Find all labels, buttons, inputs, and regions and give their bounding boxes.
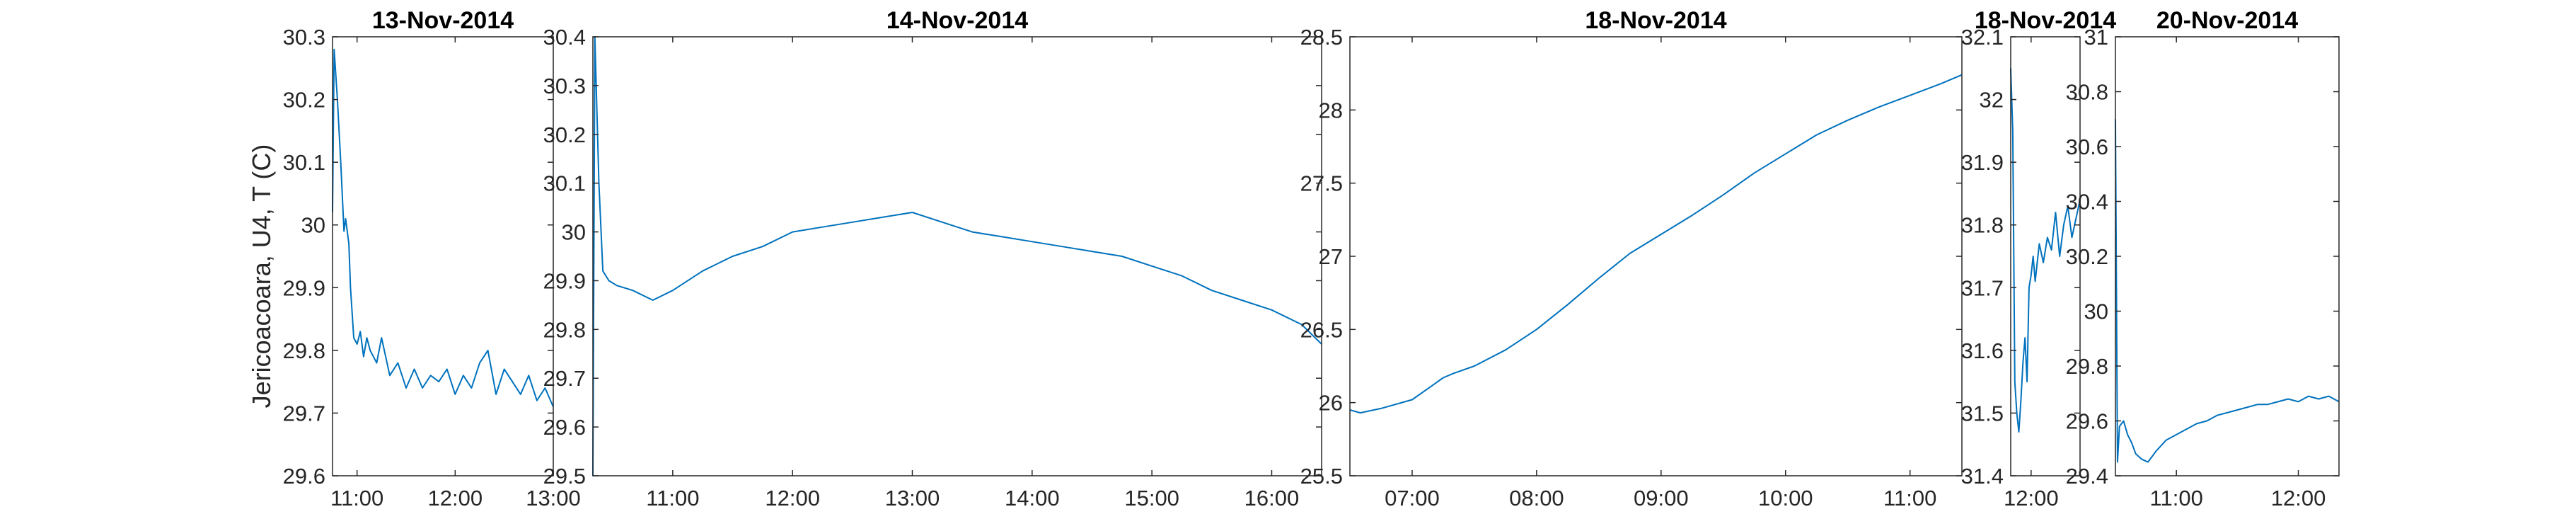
temperature-line bbox=[1349, 74, 1963, 414]
y-tick-label: 29.6 bbox=[2066, 409, 2108, 434]
x-tick-label: 11:00 bbox=[330, 486, 383, 510]
panel-3: 25.5 26 26.5 27 27.5 28 28.5 07:00 08:00 09:00 10:… bbox=[1300, 7, 1963, 510]
y-tick-label: 30.8 bbox=[2066, 80, 2108, 105]
y-tick-label: 29.9 bbox=[543, 268, 586, 293]
y-tick-label: 29.7 bbox=[543, 366, 586, 391]
temperature-line bbox=[2115, 119, 2340, 463]
x-tick-label: 11:00 bbox=[2150, 486, 2203, 510]
panel-2: 29.5 29.6 29.7 29.8 29.9 30 30.1 30.2 30.3 30.4 11… bbox=[543, 7, 1322, 510]
x-tick-label: 09:00 bbox=[1634, 486, 1689, 510]
y-tick-label: 30.1 bbox=[543, 171, 586, 196]
x-tick-label: 10:00 bbox=[1758, 486, 1813, 510]
y-tick-label: 32.1 bbox=[1961, 25, 2004, 50]
temperature-line bbox=[2010, 68, 2081, 433]
axes-box bbox=[2010, 36, 2081, 476]
temperature-line bbox=[592, 36, 1322, 476]
y-tick-label: 29.6 bbox=[543, 415, 586, 440]
y-tick-label: 29.5 bbox=[543, 464, 586, 489]
y-tick-label: 30.3 bbox=[543, 74, 586, 98]
y-tick-label: 26 bbox=[1319, 391, 1343, 416]
y-tick-label: 29.9 bbox=[283, 275, 325, 300]
y-tick-label: 29.6 bbox=[283, 464, 325, 489]
x-tick-label: 16:00 bbox=[1244, 486, 1300, 510]
y-tick-label: 28.5 bbox=[1300, 25, 1343, 50]
y-tick-label: 30.2 bbox=[283, 88, 325, 113]
y-tick-label: 30.6 bbox=[2066, 135, 2108, 159]
panel-4: 31.4 31.5 31.6 31.7 31.8 31.9 32 32.1 12:00 18-No… bbox=[1961, 7, 2117, 510]
y-tick-label: 30 bbox=[562, 220, 586, 245]
x-tick-label: 12:00 bbox=[2271, 486, 2326, 510]
y-tick-label: 30.4 bbox=[2066, 190, 2108, 215]
axes-box bbox=[332, 36, 554, 476]
y-tick-label: 31.7 bbox=[1961, 275, 2004, 300]
x-tick-label: 14:00 bbox=[1005, 486, 1060, 510]
x-tick-label: 15:00 bbox=[1124, 486, 1179, 510]
y-tick-label: 31.9 bbox=[1961, 150, 2004, 175]
y-tick-label: 29.4 bbox=[2066, 464, 2108, 489]
y-tick-label: 31.5 bbox=[1961, 401, 2004, 426]
y-tick-label: 30 bbox=[2084, 299, 2108, 324]
axes-box bbox=[592, 36, 1322, 476]
y-tick-label: 31.8 bbox=[1961, 213, 2004, 238]
x-tick-label: 12:00 bbox=[2004, 486, 2059, 510]
x-tick-label: 12:00 bbox=[765, 486, 820, 510]
y-tick-label: 30.1 bbox=[283, 150, 325, 175]
x-tick-label: 12:00 bbox=[428, 486, 483, 510]
y-tick-label: 29.8 bbox=[2066, 354, 2108, 379]
x-tick-label: 13:00 bbox=[885, 486, 940, 510]
y-tick-label: 30.2 bbox=[2066, 244, 2108, 269]
panel-title: 14-Nov-2014 bbox=[886, 7, 1028, 34]
figure-ylabel: Jericoacoara, U4, T (C) bbox=[247, 144, 276, 409]
y-tick-label: 31 bbox=[2084, 25, 2108, 50]
y-tick-label: 31.4 bbox=[1961, 464, 2004, 489]
y-tick-label: 26.5 bbox=[1300, 317, 1343, 342]
y-tick-label: 30.4 bbox=[543, 25, 586, 50]
y-tick-label: 29.7 bbox=[283, 401, 325, 426]
x-tick-label: 08:00 bbox=[1509, 486, 1564, 510]
panels-group: 29.6 29.7 29.8 29.9 30 30.1 30.2 30.3 11:00 12:00… bbox=[283, 7, 2340, 510]
panel-title: 18-Nov-2014 bbox=[1975, 7, 2116, 34]
y-tick-label: 27.5 bbox=[1300, 171, 1343, 196]
x-tick-label: 11:00 bbox=[1883, 486, 1936, 510]
panel-5: 29.4 29.6 29.8 30 30.2 30.4 30.6 30.8 31 11:00 12:… bbox=[2066, 7, 2340, 510]
x-tick-label: 13:00 bbox=[526, 486, 581, 510]
y-tick-label: 28 bbox=[1319, 98, 1343, 122]
y-tick-label: 27 bbox=[1319, 244, 1343, 269]
y-tick-label: 25.5 bbox=[1300, 464, 1343, 489]
panel-1: 29.6 29.7 29.8 29.9 30 30.1 30.2 30.3 11:00 12:00… bbox=[283, 7, 581, 510]
y-tick-label: 30.2 bbox=[543, 122, 586, 147]
y-tick-label: 30.3 bbox=[283, 25, 325, 50]
panel-title: 18-Nov-2014 bbox=[1585, 7, 1726, 34]
panel-title: 20-Nov-2014 bbox=[2156, 7, 2298, 34]
y-tick-label: 30 bbox=[301, 213, 325, 238]
y-tick-label: 29.8 bbox=[283, 338, 325, 363]
x-tick-label: 07:00 bbox=[1385, 486, 1440, 510]
temperature-line bbox=[332, 48, 554, 407]
y-tick-label: 31.6 bbox=[1961, 338, 2004, 363]
y-tick-label: 32 bbox=[1980, 88, 2004, 113]
x-tick-label: 11:00 bbox=[646, 486, 699, 510]
panel-title: 13-Nov-2014 bbox=[372, 7, 514, 34]
y-tick-label: 29.8 bbox=[543, 317, 586, 342]
